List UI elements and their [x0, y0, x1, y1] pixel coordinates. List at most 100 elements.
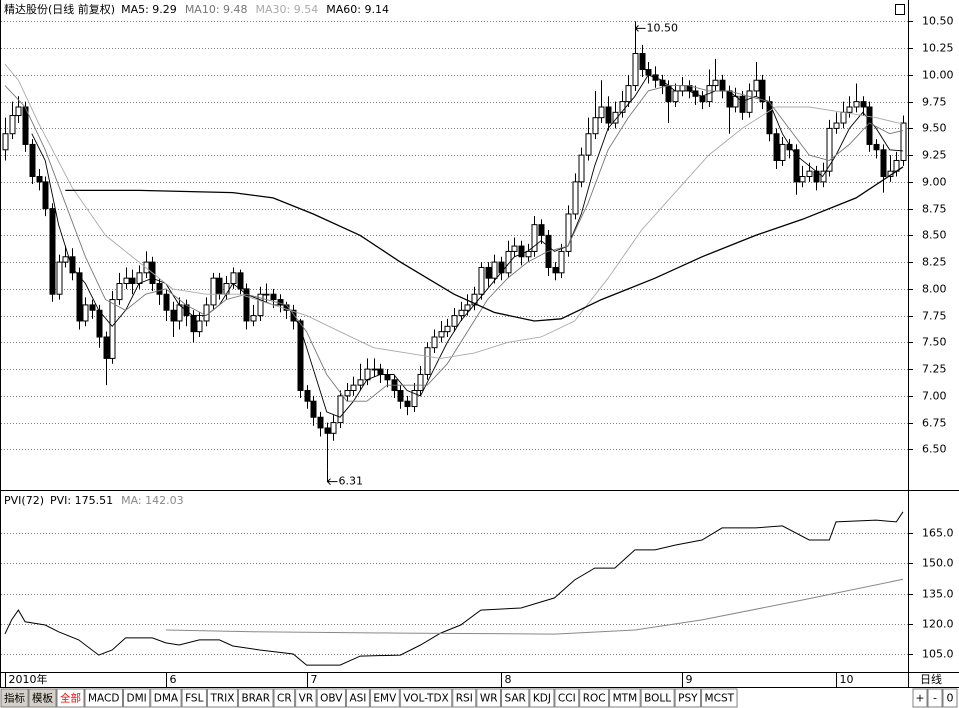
toolbar-button[interactable]: - — [927, 688, 943, 708]
candle-body — [143, 261, 150, 274]
candle-body — [572, 181, 579, 215]
candle-body — [324, 427, 331, 434]
toolbar-tab[interactable]: RSI — [452, 688, 477, 708]
y-tick-label: 120.0 — [922, 618, 954, 631]
legend-entry: MA30: 9.54 — [256, 3, 319, 16]
tab-background — [237, 688, 274, 708]
candle-body — [404, 400, 411, 408]
candle-body — [478, 266, 485, 295]
tab-background — [452, 688, 477, 708]
tab-background — [554, 688, 580, 708]
tab-background — [345, 688, 370, 708]
annotation-label: 6.31 — [339, 475, 364, 488]
candle-body — [317, 416, 324, 429]
candle-body — [243, 288, 250, 322]
toolbar-tab[interactable]: VOL-TDX — [399, 688, 453, 708]
tab-label: DMI — [126, 693, 146, 705]
y-tick-label: 8.75 — [922, 203, 947, 216]
toolbar-tab[interactable]: WR — [476, 688, 501, 708]
toolbar-button[interactable]: + — [912, 688, 928, 708]
tab-background — [316, 688, 346, 708]
toolbar-tab[interactable]: BOLL — [640, 688, 675, 708]
candle-body — [598, 106, 605, 119]
candle-body — [625, 85, 632, 103]
toolbar-tab[interactable]: ASI — [345, 688, 370, 708]
candle-body — [672, 90, 679, 103]
toolbar-tab[interactable]: EMV — [369, 688, 400, 708]
toolbar-tab[interactable]: MCST — [701, 688, 738, 708]
toolbar-tab[interactable]: MACD — [84, 688, 123, 708]
button-label: - — [933, 692, 937, 705]
toolbar-tab[interactable]: SAR — [501, 688, 530, 708]
tab-background — [640, 688, 675, 708]
legend-entry: PVI: 175.51 — [50, 494, 113, 507]
y-tick-label: 135.0 — [922, 588, 954, 601]
annotation-arrow — [634, 21, 646, 32]
toolbar-tab[interactable]: VR — [295, 688, 317, 708]
toolbar-tab[interactable]: BRAR — [237, 688, 274, 708]
y-tick-label: 7.00 — [922, 390, 947, 403]
candle-body — [42, 181, 49, 210]
tab-background — [579, 688, 610, 708]
tab-label: PSY — [678, 693, 698, 705]
toolbar-tab[interactable]: DMA — [150, 688, 182, 708]
candle-body — [880, 149, 887, 178]
candle-body — [746, 90, 753, 113]
toolbar-tab[interactable]: MTM — [609, 688, 641, 708]
toolbar-tab[interactable]: CCI — [554, 688, 580, 708]
candle-body — [116, 283, 123, 301]
candle-body — [29, 143, 36, 178]
tab-background — [674, 688, 702, 708]
window-button[interactable] — [895, 4, 905, 15]
tab-label: RSI — [456, 693, 473, 705]
candle-body — [237, 272, 244, 290]
candle-body — [203, 304, 210, 322]
candle-body — [431, 336, 438, 349]
toolbar-tab[interactable]: 全部 — [56, 688, 85, 708]
tab-background — [56, 688, 85, 708]
y-tick-label: 9.50 — [922, 122, 947, 135]
candle-body — [136, 272, 143, 285]
candle-body — [552, 266, 559, 274]
candle-body — [270, 293, 277, 301]
toolbar-tab[interactable]: CR — [273, 688, 296, 708]
candle-body — [511, 245, 518, 252]
x-tick-label: 8 — [505, 673, 512, 686]
y-tick-label: 9.75 — [922, 96, 947, 109]
legend-entry: MA60: 9.14 — [326, 3, 389, 16]
candle-body — [257, 293, 264, 317]
candle-body — [344, 390, 351, 397]
toolbar-tab[interactable]: OBV — [316, 688, 346, 708]
x-tick-label: 7 — [311, 673, 318, 686]
candle-body — [397, 390, 404, 402]
candle-body — [712, 79, 719, 87]
toolbar-button[interactable]: 0 — [942, 688, 958, 708]
button-background — [942, 688, 958, 708]
toolbar-tab[interactable]: 指标 — [0, 688, 29, 708]
candle-body — [216, 277, 223, 295]
candle-body — [605, 106, 612, 124]
candle-body — [860, 101, 867, 108]
toolbar-tab[interactable]: ROC — [579, 688, 610, 708]
series-line — [4, 85, 904, 402]
toolbar-tab[interactable]: TRIX — [206, 688, 238, 708]
candle-body — [350, 384, 357, 392]
candle-body — [170, 309, 177, 322]
candle-body — [438, 331, 445, 338]
toolbar-tab[interactable]: 模板 — [28, 688, 57, 708]
toolbar-tab[interactable]: DMI — [122, 688, 151, 708]
candle-body — [773, 133, 780, 161]
candle-body — [377, 368, 384, 375]
tab-label: VOL-TDX — [403, 693, 448, 705]
candle-body — [753, 79, 760, 92]
tab-background — [476, 688, 501, 708]
candle-body — [384, 373, 391, 381]
toolbar-tab[interactable]: PSY — [674, 688, 702, 708]
candle-body — [739, 95, 746, 113]
candle-body — [538, 224, 545, 236]
toolbar-tab[interactable]: FSL — [181, 688, 207, 708]
candle-body — [89, 304, 96, 311]
toolbar-tab[interactable]: KDJ — [529, 688, 555, 708]
candle-body — [15, 106, 22, 117]
tab-background — [28, 688, 57, 708]
